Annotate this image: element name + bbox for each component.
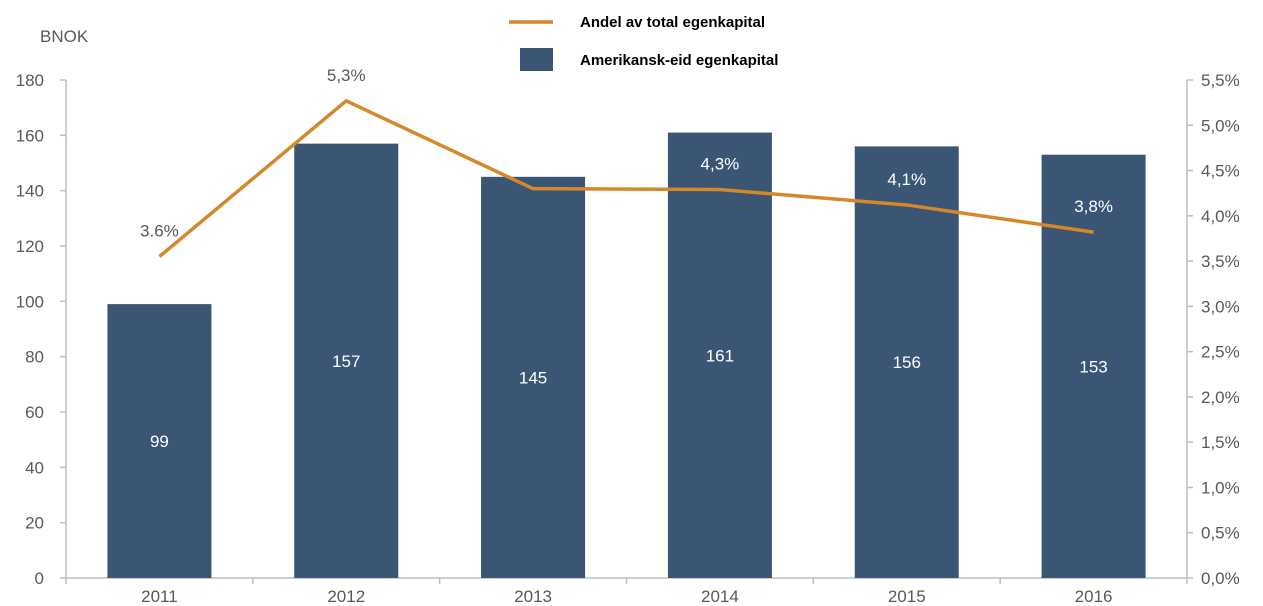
bar-value-label: 156 bbox=[893, 353, 921, 372]
bar-value-label: 153 bbox=[1079, 357, 1107, 376]
y-tick-label-right: 1,0% bbox=[1201, 478, 1240, 497]
y-tick-label-right: 2,0% bbox=[1201, 388, 1240, 407]
x-tick-label: 2015 bbox=[888, 587, 926, 606]
line-value-label: 4,1% bbox=[887, 170, 926, 189]
bar bbox=[107, 304, 212, 578]
y-tick-label-right: 2,5% bbox=[1201, 343, 1240, 362]
y-tick-label-right: 4,5% bbox=[1201, 162, 1240, 181]
bar bbox=[481, 176, 586, 579]
line-value-label: 4,3% bbox=[514, 154, 553, 173]
bar bbox=[1041, 154, 1146, 578]
y-tick-label-left: 160 bbox=[16, 126, 44, 145]
y-tick-label-left: 0 bbox=[35, 569, 44, 588]
line-value-label: 3.6% bbox=[140, 222, 179, 241]
y-tick-label-left: 40 bbox=[25, 458, 44, 477]
y-tick-label-right: 1,5% bbox=[1201, 433, 1240, 452]
line-value-label: 3,8% bbox=[1074, 197, 1113, 216]
y-tick-label-right: 0,5% bbox=[1201, 524, 1240, 543]
y-tick-label-left: 20 bbox=[25, 514, 44, 533]
x-tick-label: 2012 bbox=[327, 587, 365, 606]
legend: Andel av total egenkapital Amerikansk-ei… bbox=[509, 14, 778, 71]
y-tick-label-left: 180 bbox=[16, 71, 44, 90]
x-tick-label: 2014 bbox=[701, 587, 739, 606]
y-tick-label-right: 0,0% bbox=[1201, 569, 1240, 588]
legend-label-line: Andel av total egenkapital bbox=[580, 14, 765, 31]
y-axis-title: BNOK bbox=[40, 27, 89, 46]
bar bbox=[294, 143, 399, 578]
legend-swatch-bar bbox=[520, 48, 553, 71]
bar-value-label: 157 bbox=[332, 352, 360, 371]
line-value-label: 4,3% bbox=[701, 155, 740, 174]
y-tick-label-right: 3,0% bbox=[1201, 297, 1240, 316]
bar-value-label: 99 bbox=[150, 432, 169, 451]
y-tick-label-left: 140 bbox=[16, 182, 44, 201]
line-series-share bbox=[158, 99, 1094, 258]
legend-label-bar: Amerikansk-eid egenkapital bbox=[580, 52, 778, 69]
bar-value-label: 161 bbox=[706, 346, 734, 365]
y-tick-label-right: 3,5% bbox=[1201, 252, 1240, 271]
x-tick-label: 2011 bbox=[141, 587, 178, 606]
y-tick-label-right: 4,0% bbox=[1201, 207, 1240, 226]
y-tick-label-left: 80 bbox=[25, 348, 44, 367]
bar bbox=[854, 146, 959, 578]
bar-value-label: 145 bbox=[519, 368, 547, 387]
x-tick-label: 2016 bbox=[1075, 587, 1113, 606]
y-tick-label-left: 120 bbox=[16, 237, 44, 256]
x-tick-label: 2013 bbox=[514, 587, 552, 606]
y-tick-label-left: 100 bbox=[16, 292, 44, 311]
y-tick-label-right: 5,5% bbox=[1201, 71, 1240, 90]
y-tick-label-left: 60 bbox=[25, 403, 44, 422]
bar bbox=[667, 132, 772, 579]
y-tick-label-right: 5,0% bbox=[1201, 116, 1240, 135]
line-value-label: 5,3% bbox=[327, 66, 366, 85]
